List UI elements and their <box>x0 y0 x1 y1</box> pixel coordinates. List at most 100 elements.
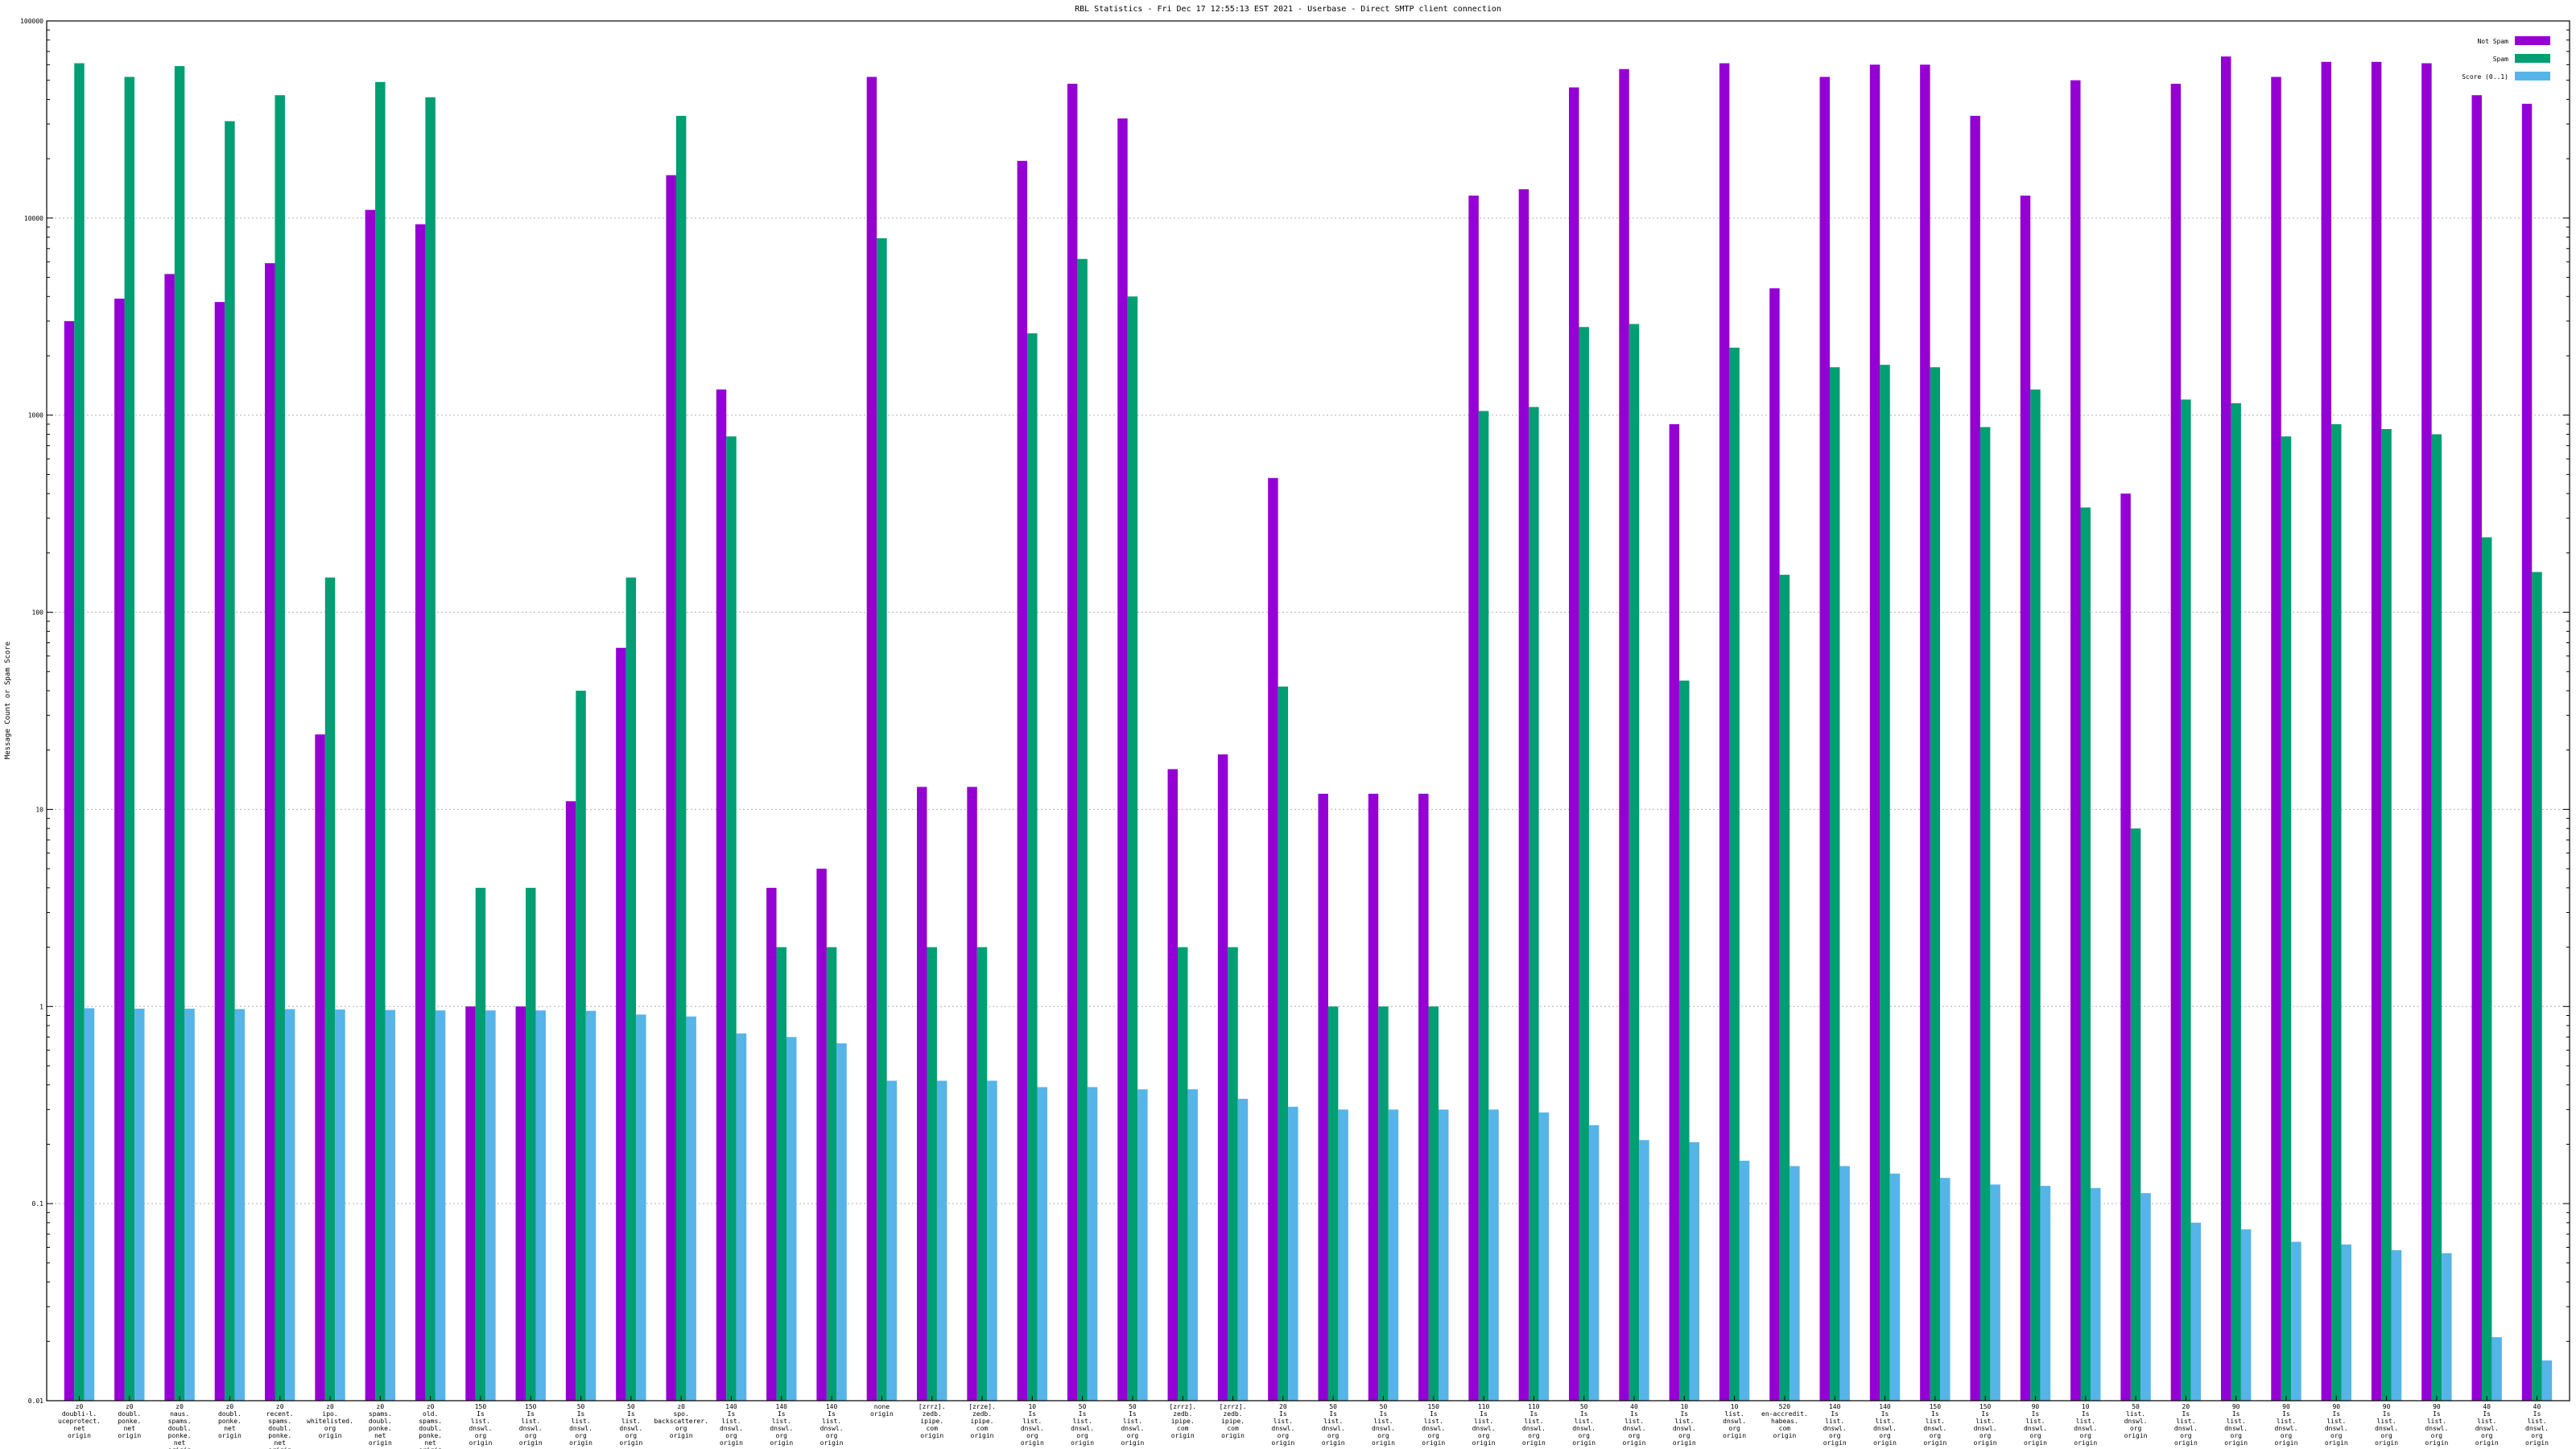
x-tick-label: 50 Is list. dnswl. org origin <box>569 1403 592 1447</box>
bar-not-spam <box>1568 87 1579 1401</box>
bar-score <box>234 1009 246 1401</box>
x-tick-label: z0 spo. backscatterer. org origin <box>654 1403 708 1439</box>
x-tick-label: 140 Is list. dnswl. org origin <box>720 1403 743 1447</box>
bar-not-spam <box>2521 103 2533 1402</box>
bar-score <box>1187 1089 1198 1401</box>
bar-spam <box>2231 402 2241 1401</box>
bar-score <box>786 1037 797 1401</box>
bar-score <box>686 1016 696 1401</box>
bar-spam <box>2331 423 2342 1401</box>
bar-score <box>2491 1337 2502 1401</box>
bar-not-spam <box>1117 118 1128 1401</box>
bar-not-spam <box>1017 160 1028 1402</box>
bar-score <box>2140 1193 2151 1401</box>
bar-spam <box>2481 537 2492 1401</box>
bar-score <box>736 1033 747 1401</box>
bar-spam <box>526 887 536 1401</box>
y-tick-labels: 0.01 0.1 1 10 100 1000 10000 100000 <box>20 18 43 1405</box>
bar-spam <box>976 947 988 1401</box>
x-tick-label: 90 Is list. dnswl. org origin <box>2275 1403 2298 1447</box>
x-tick-label: 50 Is list. dnswl. org origin <box>619 1403 642 1447</box>
bar-not-spam <box>2421 63 2432 1402</box>
bar-not-spam <box>1819 76 1830 1402</box>
bar-not-spam <box>214 302 225 1401</box>
bar-spam <box>726 436 737 1401</box>
legend-swatch <box>2515 72 2550 80</box>
bar-score <box>2240 1229 2252 1401</box>
bar-not-spam <box>1970 115 1980 1402</box>
x-tick-label: [zrze]. zedb. ipipe. com origin <box>968 1403 996 1439</box>
x-tick-label: 140 Is list. dnswl. org origin <box>770 1403 793 1447</box>
bar-not-spam <box>2271 76 2281 1402</box>
bar-spam <box>475 887 486 1401</box>
x-tick-label: 90 Is list. dnswl. org origin <box>2224 1403 2248 1447</box>
bar-spam <box>2431 434 2442 1402</box>
bar-score <box>184 1008 195 1401</box>
bar-spam <box>1629 324 1640 1402</box>
bar-spam <box>1228 947 1238 1401</box>
bar-score <box>936 1080 947 1401</box>
bar-score <box>836 1043 847 1401</box>
bar-not-spam <box>565 801 576 1401</box>
x-tick-label: [zrrz]. zedb. ipipe. com origin <box>1220 1403 1247 1439</box>
bar-series <box>64 56 2553 1402</box>
bar-spam <box>1979 427 1991 1401</box>
bar-not-spam <box>2371 61 2382 1402</box>
bar-score <box>1438 1109 1449 1401</box>
x-tick-label: 520 en-accredit. habeas. com origin <box>1761 1403 1808 1439</box>
bar-spam <box>2281 436 2292 1401</box>
bar-spam <box>1880 365 1890 1401</box>
bar-not-spam <box>2070 80 2081 1401</box>
x-tick-label: 50 Is list. dnswl. org origin <box>1372 1403 1395 1447</box>
plot-border <box>46 20 2570 1402</box>
bar-score <box>1388 1109 1399 1401</box>
bar-not-spam <box>114 298 125 1401</box>
bar-not-spam <box>2220 56 2231 1402</box>
x-tick-label: 150 Is list. dnswl. org origin <box>469 1403 492 1447</box>
x-tick-label: 140 Is list. dnswl. org origin <box>820 1403 844 1447</box>
x-tick-label: 10 Is list. dnswl. org origin <box>1021 1403 1044 1447</box>
y-tick-label: 1000 <box>28 412 43 419</box>
bar-spam <box>927 947 937 1401</box>
bar-spam <box>1478 411 1489 1402</box>
x-tick-label: z0 ipo. whitelisted. org origin <box>307 1403 353 1439</box>
x-tick-label: 40 Is list. dnswl. org origin <box>2475 1403 2499 1447</box>
bar-score <box>385 1009 396 1401</box>
bar-not-spam <box>866 76 877 1402</box>
bar-spam <box>1930 367 1941 1401</box>
bar-not-spam <box>1769 288 1780 1402</box>
bar-spam <box>1278 686 1289 1401</box>
bar-spam <box>1829 367 1840 1401</box>
y-tick-label: 100 <box>32 609 44 617</box>
bar-score <box>1288 1106 1298 1401</box>
bar-not-spam <box>917 786 927 1401</box>
x-tick-label: 140 Is list. dnswl. org origin <box>1873 1403 1897 1447</box>
x-tick-label: [zrrz]. zedb. ipipe. com origin <box>1169 1403 1196 1439</box>
bar-not-spam <box>816 869 827 1401</box>
bar-not-spam <box>2120 493 2131 1401</box>
y-tick-label: 10 <box>35 806 43 813</box>
bar-score <box>1087 1087 1098 1401</box>
bar-score <box>2040 1186 2051 1401</box>
chart-title: RBL Statistics - Fri Dec 17 12:55:13 EST… <box>1075 5 1501 14</box>
x-tick-label: 140 Is list. dnswl. org origin <box>1823 1403 1847 1447</box>
bar-not-spam <box>2471 95 2482 1401</box>
bar-spam <box>1779 574 1790 1402</box>
bar-score <box>987 1080 997 1401</box>
y-tick-label: 0.01 <box>28 1397 43 1405</box>
bar-not-spam <box>1719 63 1730 1402</box>
bar-spam <box>2381 428 2392 1401</box>
bar-score <box>1037 1087 1048 1401</box>
bar-spam <box>425 97 436 1402</box>
x-tick-label: 50 Is list. dnswl. org origin <box>1572 1403 1596 1447</box>
bar-not-spam <box>1619 68 1629 1402</box>
bar-spam <box>675 115 687 1402</box>
bar-not-spam <box>1167 769 1179 1401</box>
bar-spam <box>1428 1006 1439 1401</box>
bar-not-spam <box>315 734 325 1401</box>
bar-score <box>2442 1253 2452 1401</box>
bar-score <box>1588 1125 1600 1401</box>
